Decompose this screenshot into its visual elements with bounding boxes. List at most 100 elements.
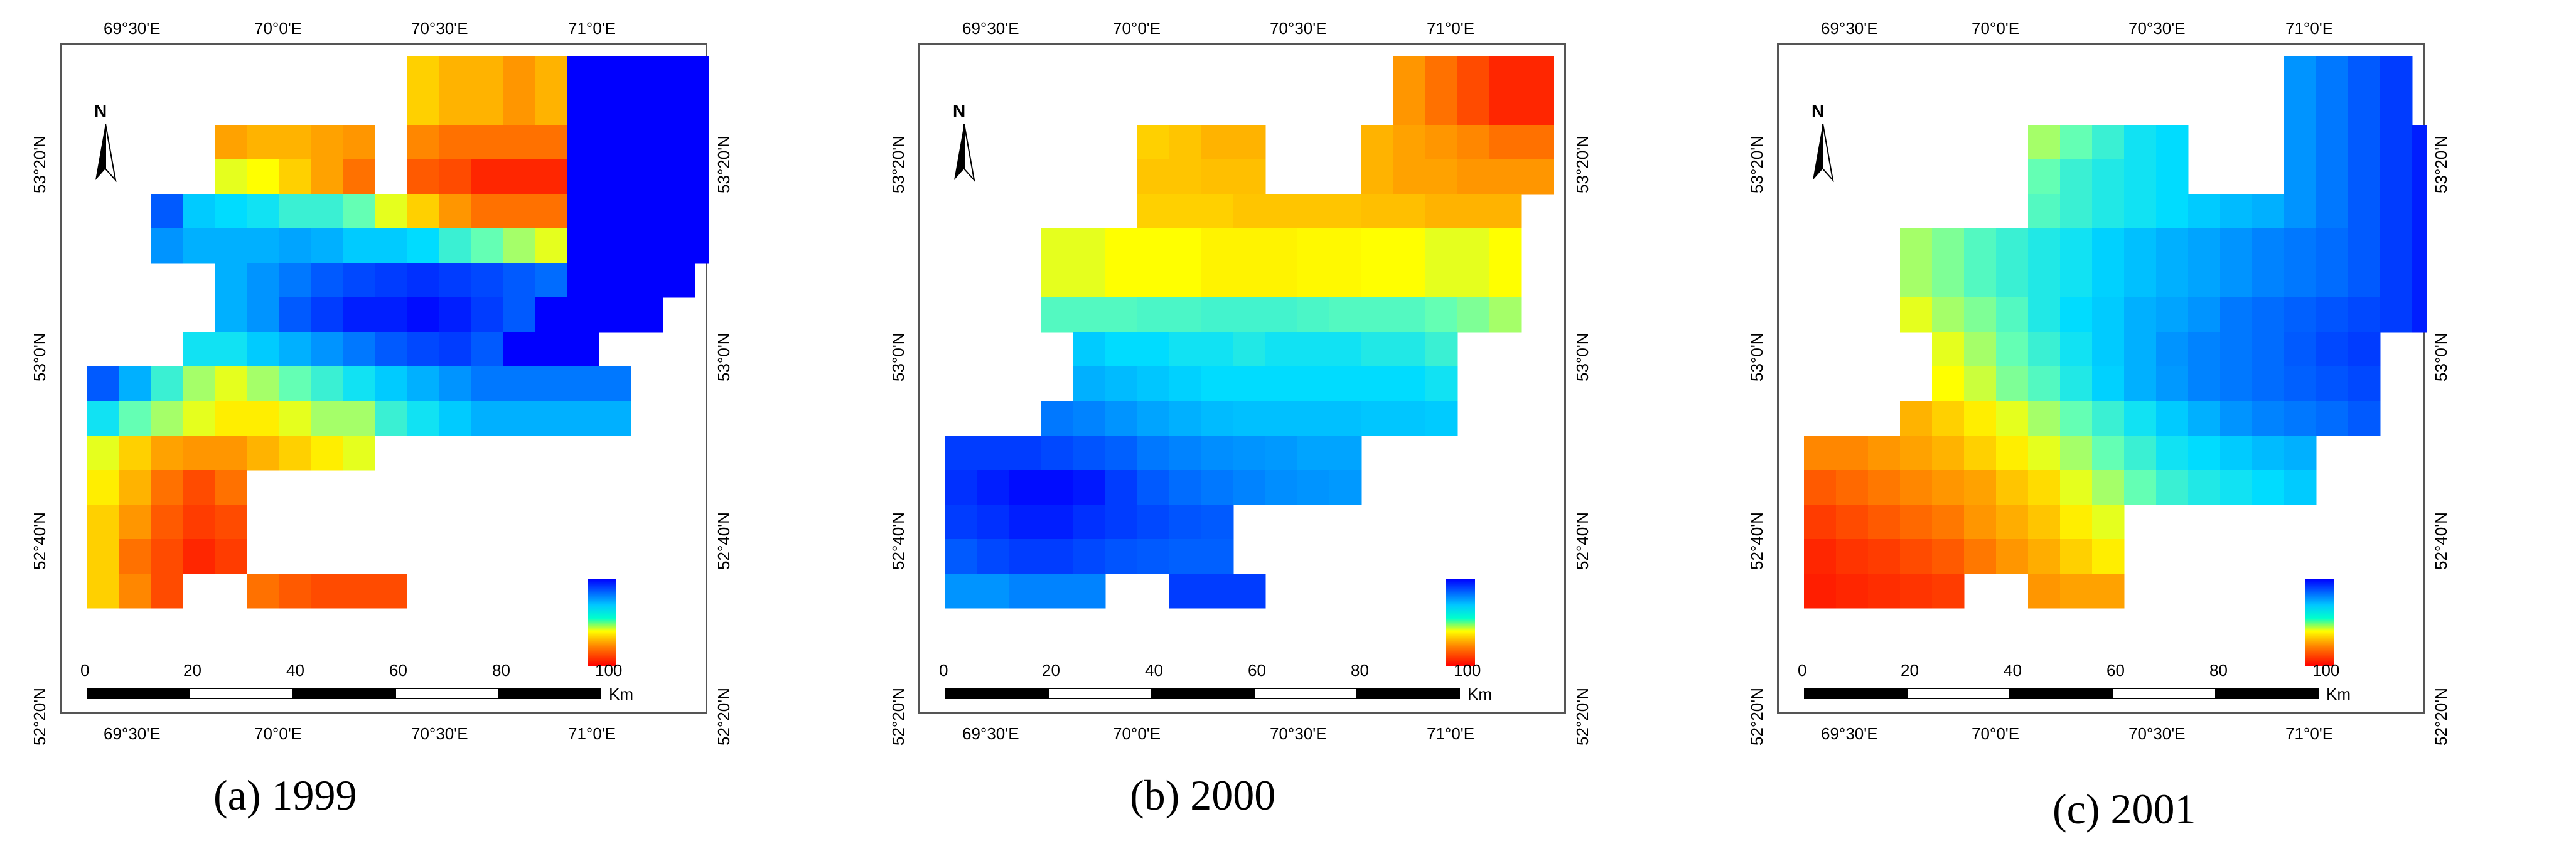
longitude-label-bottom: 69°30'E — [104, 724, 161, 743]
raster-cell — [1521, 90, 1554, 126]
raster-cell — [1073, 263, 1106, 298]
longitude-label-bottom: 70°0'E — [254, 724, 303, 743]
raster-cell — [2316, 228, 2349, 264]
raster-cell — [1073, 505, 1106, 540]
raster-cell — [343, 194, 375, 229]
raster-cell — [1201, 297, 1234, 333]
raster-cell — [1489, 56, 1522, 91]
raster-cell — [215, 366, 247, 402]
raster-cell — [1137, 159, 1170, 195]
raster-cell — [2060, 574, 2093, 609]
legend — [1446, 522, 1547, 710]
raster-cell — [407, 263, 439, 298]
scale-tick-label: 0 — [80, 661, 90, 680]
raster-cell — [2060, 539, 2093, 574]
raster-cell — [1964, 263, 1997, 298]
raster-cell — [1932, 297, 1965, 333]
raster-cell — [503, 125, 535, 160]
raster-cell — [1233, 228, 1266, 264]
raster-cell — [1297, 263, 1330, 298]
raster-cell — [1457, 228, 1490, 264]
raster-cell — [215, 470, 247, 505]
raster-cell — [503, 401, 535, 436]
raster-cell — [631, 125, 663, 160]
raster-cell — [1329, 297, 1362, 333]
raster-cell — [1233, 194, 1266, 229]
raster-cell — [1073, 436, 1106, 471]
raster-cell — [2348, 56, 2381, 91]
raster-cell — [945, 470, 978, 505]
raster-cell — [1932, 332, 1965, 367]
raster-cell — [1041, 574, 1074, 609]
raster-cell — [2188, 332, 2221, 367]
raster-cell — [2412, 263, 2427, 298]
raster-cell — [1457, 194, 1490, 229]
raster-cell — [1041, 263, 1074, 298]
raster-cell — [151, 194, 183, 229]
raster-cell — [1105, 366, 1138, 402]
raster-cell — [2124, 263, 2157, 298]
raster-cell — [407, 56, 439, 91]
raster-cell — [2348, 228, 2381, 264]
raster-cell — [471, 263, 503, 298]
raster-cell — [1361, 159, 1394, 195]
raster-cell — [2156, 401, 2189, 436]
raster-cell — [1105, 539, 1138, 574]
raster-cell — [439, 297, 471, 333]
raster-cell — [1425, 366, 1458, 402]
raster-cell — [311, 125, 343, 160]
raster-cell — [407, 366, 439, 402]
raster-cell — [2156, 470, 2189, 505]
raster-cell — [1361, 228, 1394, 264]
raster-cell — [1932, 539, 1965, 574]
raster-cell — [215, 401, 247, 436]
raster-cell — [1489, 90, 1522, 126]
legend — [2305, 522, 2405, 710]
raster-cell — [2348, 194, 2381, 229]
raster-cell — [375, 574, 407, 609]
raster-cell — [119, 436, 151, 471]
raster-cell — [407, 401, 439, 436]
raster-cell — [2092, 401, 2125, 436]
raster-cell — [2316, 56, 2349, 91]
longitude-label-bottom: 69°30'E — [1821, 724, 1878, 743]
raster-cell — [311, 263, 343, 298]
raster-cell — [1393, 263, 1426, 298]
raster-cell — [2092, 436, 2125, 471]
raster-cell — [631, 194, 663, 229]
raster-cell — [945, 539, 978, 574]
raster-cell — [695, 90, 709, 126]
raster-cell — [1804, 470, 1837, 505]
scale-bar — [87, 688, 601, 699]
raster-cell — [183, 194, 215, 229]
raster-cell — [151, 505, 183, 540]
raster-cell — [2060, 263, 2093, 298]
raster-cell — [2124, 125, 2157, 160]
raster-cell — [1361, 366, 1394, 402]
raster-cell — [151, 539, 183, 574]
raster-cell — [1169, 332, 1202, 367]
panel-caption: (c) 2001 — [2053, 785, 2196, 833]
raster-cell — [1169, 574, 1202, 609]
raster-cell — [503, 194, 535, 229]
raster-cell — [1201, 401, 1234, 436]
raster-cell — [311, 297, 343, 333]
raster-cell — [1964, 401, 1997, 436]
latitude-label-left: 53°20'N — [30, 136, 49, 193]
longitude-label-top: 71°0'E — [568, 19, 616, 38]
raster-cell — [1233, 125, 1266, 160]
raster-cell — [471, 366, 503, 402]
raster-cell — [631, 56, 663, 91]
map-frame: N 0 20 40 60 80 100 Km — [60, 43, 709, 714]
raster-cell — [2124, 401, 2157, 436]
raster-cell — [2316, 366, 2349, 402]
raster-cell — [151, 401, 183, 436]
latitude-label-left: 52°40'N — [30, 512, 49, 570]
raster-cell — [407, 228, 439, 264]
raster-cell — [87, 539, 119, 574]
raster-cell — [1868, 436, 1901, 471]
raster-cell — [2060, 125, 2093, 160]
raster-cell — [2156, 332, 2189, 367]
raster-cell — [2188, 366, 2221, 402]
raster-cell — [2220, 228, 2253, 264]
